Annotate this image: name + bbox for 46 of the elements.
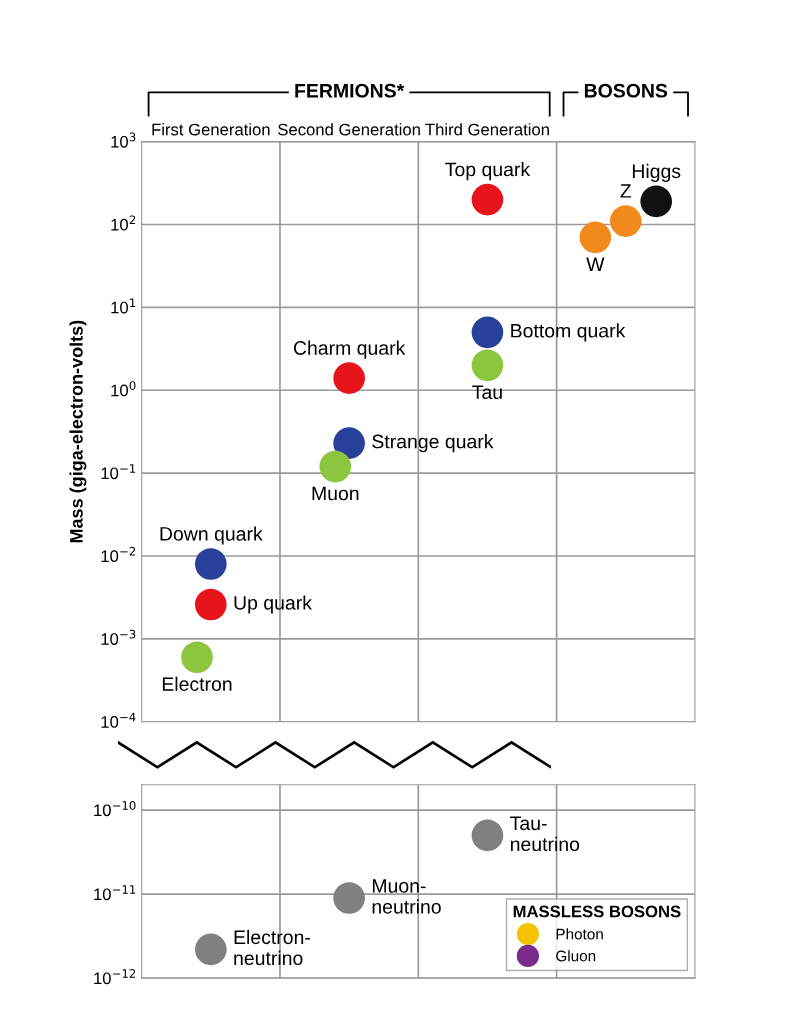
y-tick-label: 10$^{−1}$ xyxy=(101,464,136,480)
y-axis-title: Mass (giga-electron-volts) xyxy=(69,320,87,543)
text: FERMIONS* xyxy=(295,83,405,98)
y-tick-label: 10$^{−12}$ xyxy=(94,969,136,985)
y-tick-label: 10$^{−11}$ xyxy=(94,885,136,901)
legend-label: Gluon xyxy=(556,950,596,962)
y-tick-label: 10$^{−3}$ xyxy=(101,629,136,645)
series-label: Bottom quark xyxy=(511,323,626,342)
y-tick-label: 10$^{−4}$ xyxy=(101,712,136,728)
y-tick-label: 10$^{3}$ xyxy=(111,132,136,148)
legend-label: Photon xyxy=(556,928,603,940)
legend-title: MASSLESS BOSONS xyxy=(513,905,681,918)
series-label: Muon xyxy=(312,486,359,501)
series-label: Muon- neutrino xyxy=(372,879,441,914)
y-tick-label: 10$^{0}$ xyxy=(111,381,136,397)
y-tick-label: 10$^{1}$ xyxy=(111,298,136,314)
text: BOSONS xyxy=(584,83,668,98)
series-label: Electron xyxy=(162,676,232,691)
series-label: Charm quark xyxy=(293,340,406,359)
point xyxy=(471,316,504,349)
x-tick-label: First Generation xyxy=(152,123,270,136)
point xyxy=(471,349,504,382)
point xyxy=(471,819,504,852)
point xyxy=(194,548,227,580)
point xyxy=(194,588,227,621)
series-label: Tau- neutrino xyxy=(510,816,580,852)
x-tick-label: Third Generation xyxy=(425,123,549,136)
x-tick-label: Second Generation xyxy=(278,123,420,136)
point xyxy=(609,205,642,237)
point xyxy=(194,933,227,966)
y-tick-label: 10$^{−10}$ xyxy=(94,800,136,817)
series-label: Higgs xyxy=(632,163,681,182)
point xyxy=(333,362,365,394)
point xyxy=(333,427,365,459)
series-label: W xyxy=(586,257,605,271)
series-label: Tau xyxy=(472,385,502,400)
point xyxy=(333,882,365,914)
series-label: Z xyxy=(620,184,632,198)
series-label: Up quark xyxy=(234,595,312,614)
y-tick-label: 10$^{2}$ xyxy=(111,215,136,231)
point xyxy=(471,183,504,216)
y-tick-label: 10$^{−2}$ xyxy=(101,546,136,563)
series-label: Strange quark xyxy=(372,434,494,453)
series-label: Top quark xyxy=(445,162,531,181)
series-label: Electron- neutrino xyxy=(234,929,310,966)
series-label: Down quark xyxy=(160,526,263,545)
